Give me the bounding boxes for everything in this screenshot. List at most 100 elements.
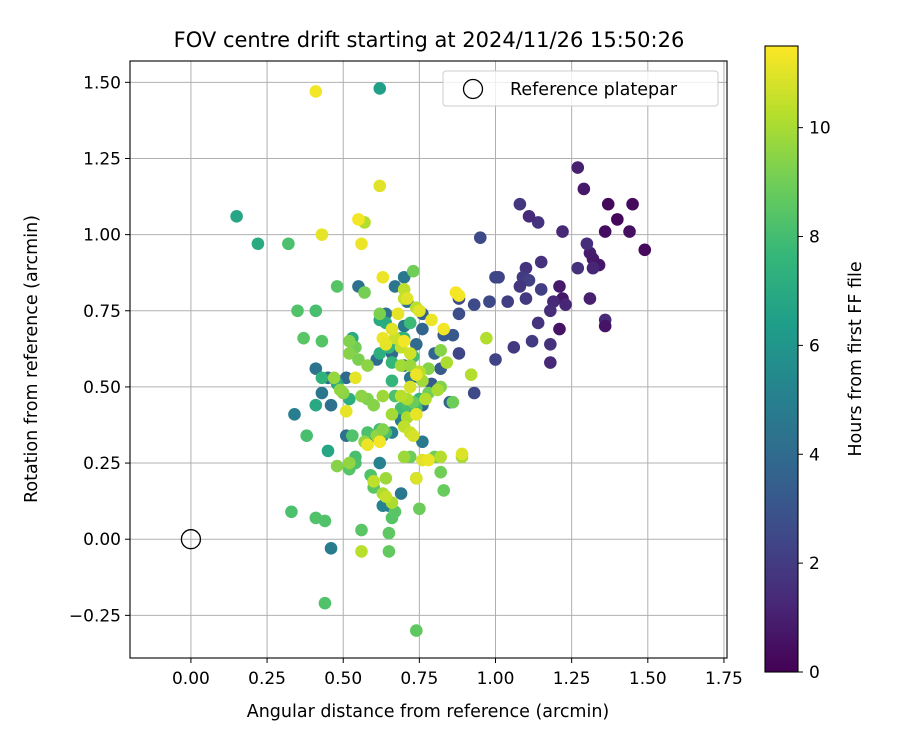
data-point [397,450,411,464]
data-point [394,359,408,372]
data-point [330,280,344,293]
data-point [483,295,496,308]
data-point [480,331,493,345]
data-point [446,395,460,409]
data-point [580,237,594,251]
data-point [553,280,566,293]
data-point [513,197,527,211]
data-point [403,347,417,360]
scatter-points [180,82,652,637]
data-point [416,435,429,449]
colorbar-gradient [765,46,798,672]
data-point [367,475,380,488]
data-point [315,334,329,348]
data-point [309,304,323,318]
data-point [467,386,481,400]
data-point [403,380,417,394]
data-point [410,368,423,382]
data-point [379,337,393,351]
data-point [586,261,600,275]
x-tick-label: 1.00 [477,669,515,689]
data-point [437,484,451,497]
colorbar-tick-label: 6 [809,336,820,356]
x-tick-label: 1.50 [629,669,667,689]
data-point [452,347,466,360]
data-point [373,435,387,449]
data-point [434,465,447,479]
data-point [333,383,347,397]
data-point [397,334,411,348]
data-point [318,514,332,528]
data-point [531,316,545,330]
data-point [394,389,408,403]
y-tick-label: 0.75 [83,302,121,322]
data-point [324,542,338,555]
data-point [327,371,341,385]
data-point [251,237,265,251]
data-point [358,286,371,299]
data-point [355,237,368,251]
data-point [367,398,380,412]
data-point [544,337,557,351]
data-point [285,505,298,519]
data-point [583,292,597,305]
x-tick-label: 0.50 [324,669,362,689]
colorbar-label: Hours from first FF file [846,261,866,456]
data-point [446,328,460,342]
data-point [321,444,335,458]
x-tick-label: 0.25 [248,669,286,689]
data-point [352,213,365,226]
colorbar-tick-label: 2 [809,554,820,574]
data-point [489,353,502,366]
data-point [410,337,423,351]
data-point [343,347,356,360]
data-point [385,408,399,421]
data-point [513,280,527,293]
data-point [403,359,417,372]
data-point [522,210,536,223]
data-point [544,304,557,318]
data-point [397,270,411,284]
data-point [422,453,435,467]
y-axis-label: Rotation from reference (arcmin) [22,215,42,503]
data-point [385,374,399,388]
data-point [379,490,393,503]
data-point [507,341,521,354]
x-tick-label: 0.00 [172,669,210,689]
x-axis-ticks: 0.00 0.25 0.50 0.75 1.00 1.25 1.50 1.75 [172,658,743,689]
data-point [406,264,420,278]
data-point [437,322,451,336]
data-point [522,274,536,287]
colorbar-frame [764,45,799,673]
data-point [230,210,243,223]
data-point [309,398,323,412]
data-point [455,447,469,461]
data-point [473,231,487,244]
x-axis-label: Angular distance from reference (arcmin) [247,702,610,722]
data-point [440,356,454,369]
data-point [501,295,514,308]
data-point [346,429,359,442]
data-point [623,225,636,238]
y-tick-label: 0.00 [83,530,121,550]
data-point [343,334,356,348]
data-point [376,389,390,403]
data-point [410,624,423,637]
x-tick-label: 0.75 [400,669,438,689]
data-point [315,371,329,385]
data-point [361,359,374,372]
y-tick-label: 1.50 [83,73,121,93]
data-point [373,307,387,321]
data-point [531,216,545,229]
y-tick-label: 1.25 [83,149,121,169]
data-point [315,228,329,241]
data-point [352,353,365,366]
data-point [355,523,368,537]
data-point [434,344,447,357]
colorbar: 0 2 4 6 8 10 Hours from first FF file [764,45,866,683]
colorbar-ticks: 0 2 4 6 8 10 [798,119,831,683]
data-point [373,179,387,193]
data-point [611,213,624,226]
data-point [425,313,438,327]
data-point [601,197,615,211]
